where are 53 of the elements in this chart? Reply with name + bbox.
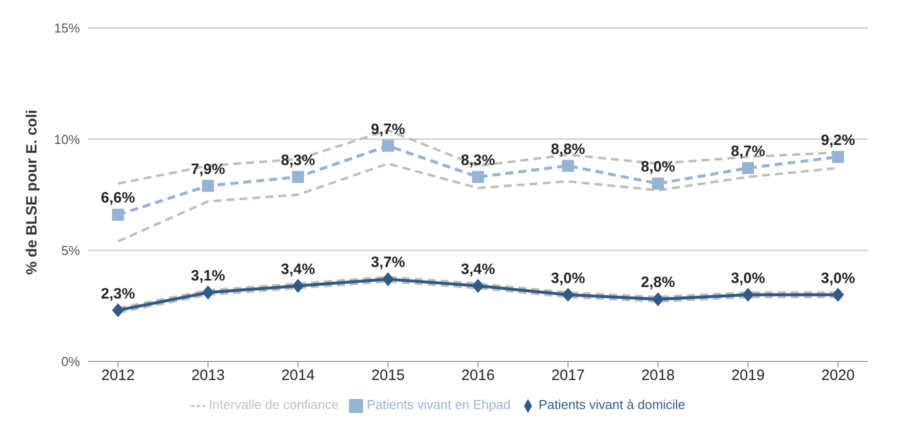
data-label: 8,3% — [460, 152, 496, 169]
y-tick-label: 0% — [61, 354, 80, 370]
data-label: 3,4% — [460, 260, 496, 278]
x-tick-label: 2012 — [101, 367, 135, 384]
point — [562, 160, 574, 172]
data-label: 9,7% — [370, 120, 406, 138]
data-label: 3,0% — [730, 270, 766, 287]
point — [472, 278, 484, 293]
x-tick-label: 2020 — [821, 367, 855, 384]
legend-label: Intervalle de confiance — [208, 397, 339, 412]
point — [472, 170, 484, 183]
point — [652, 292, 664, 306]
x-tick-label: 2017 — [551, 367, 585, 384]
data-label: 2,8% — [640, 274, 676, 292]
x-tick-label: 2014 — [281, 367, 315, 384]
data-label: 8,3% — [280, 152, 316, 169]
x-tick-label: 2018 — [641, 367, 675, 384]
point — [112, 208, 124, 221]
data-label: 3,7% — [370, 254, 406, 272]
data-label: 9,2% — [820, 132, 856, 149]
y-tick-label: 10% — [54, 132, 80, 147]
y-tick-label: 15% — [54, 20, 80, 36]
data-label: 8,8% — [550, 140, 586, 158]
point — [112, 303, 124, 318]
point — [382, 272, 394, 286]
data-label: 8,0% — [640, 158, 676, 176]
data-label: 6,6% — [100, 190, 136, 207]
point — [202, 286, 214, 300]
point — [742, 162, 754, 174]
point — [202, 180, 214, 192]
data-label: 3,0% — [820, 270, 856, 287]
point — [292, 170, 304, 183]
x-tick-label: 2019 — [731, 367, 765, 384]
legend-label: Patients vivant à domicile — [538, 397, 686, 412]
y-tick-label: 5% — [61, 242, 80, 258]
data-label: 2,3% — [100, 285, 136, 302]
point — [832, 288, 844, 302]
y-axis-title: % de BLSE pour E. coli — [23, 110, 40, 275]
x-tick-label: 2015 — [371, 367, 405, 384]
point — [382, 140, 394, 152]
point — [562, 288, 574, 302]
point — [832, 150, 844, 163]
x-tick-label: 2016 — [461, 367, 495, 384]
legend-label: Patients vivant en Ehpad — [366, 397, 511, 412]
data-label: 8,7% — [730, 143, 766, 160]
x-tick-label: 2013 — [191, 367, 225, 384]
data-label: 3,4% — [280, 260, 316, 278]
data-label: 3,0% — [550, 270, 586, 287]
point — [652, 178, 664, 190]
point — [742, 288, 754, 302]
data-label: 7,9% — [190, 160, 226, 178]
point — [292, 278, 304, 293]
data-label: 3,1% — [190, 268, 226, 285]
